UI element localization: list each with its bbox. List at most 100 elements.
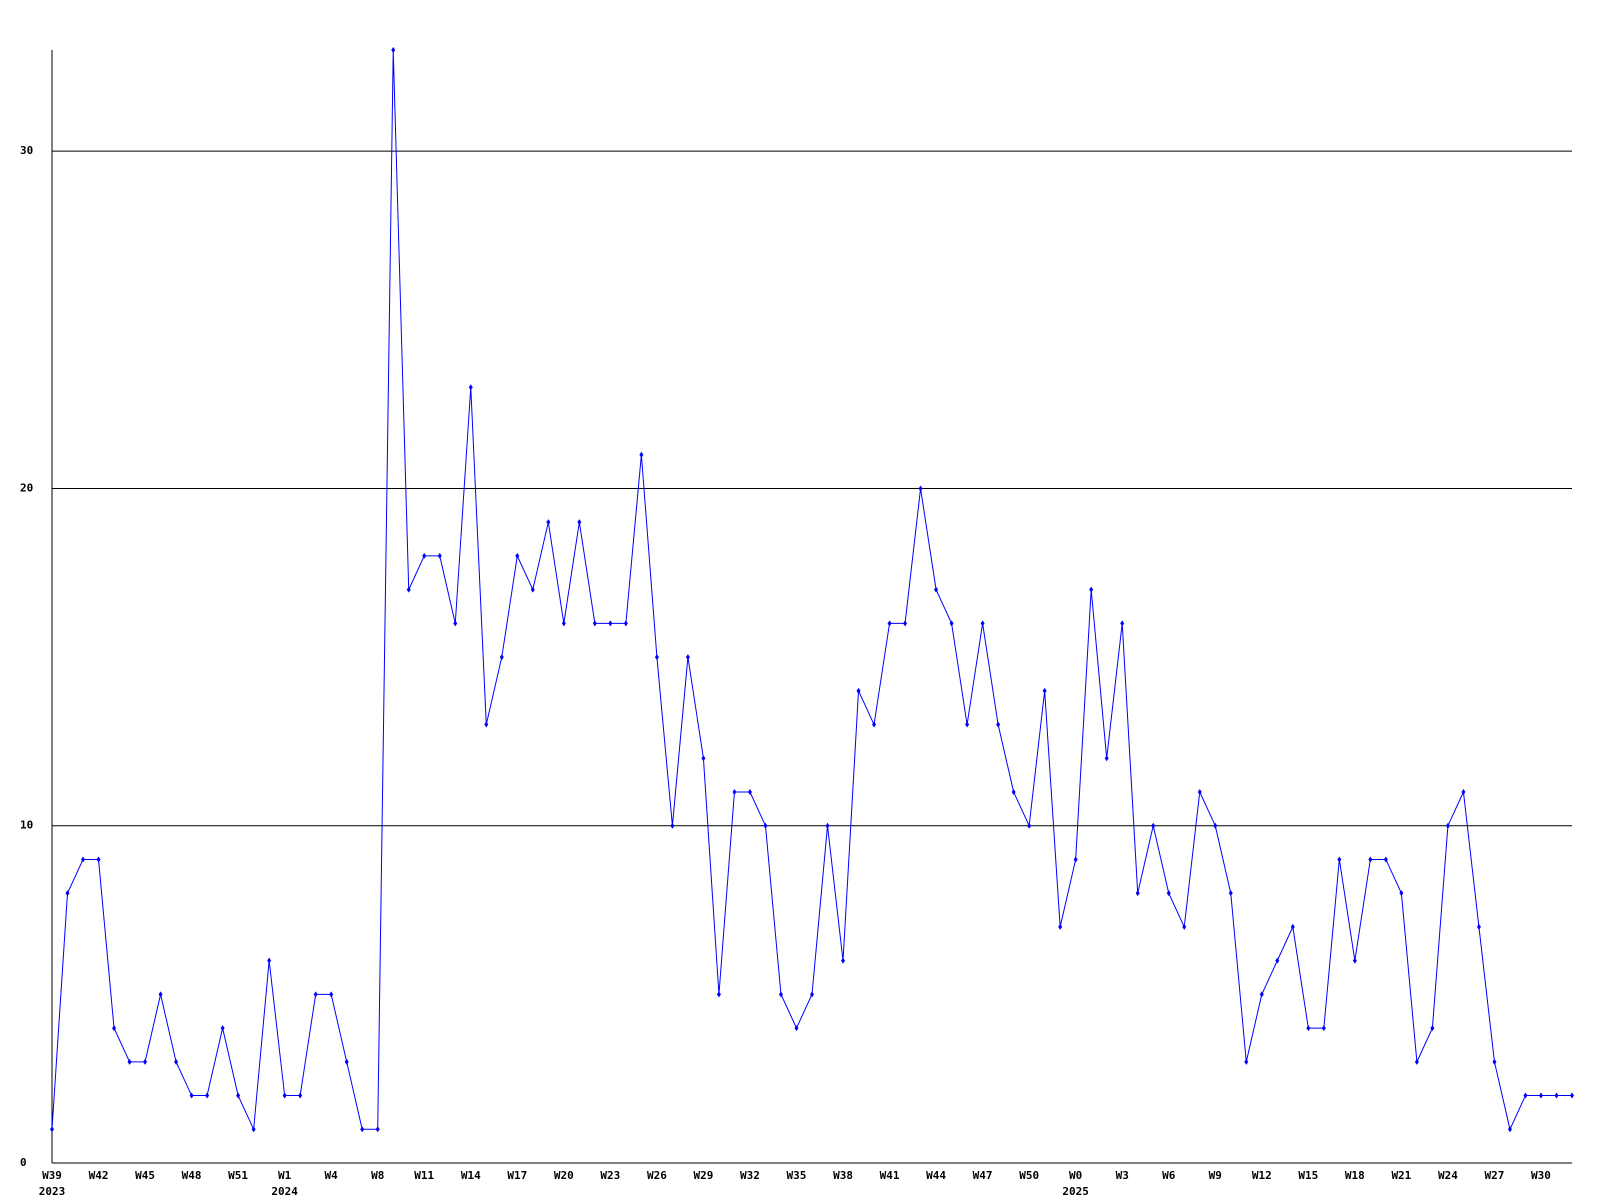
x-tick-label: W44 xyxy=(926,1169,946,1182)
data-point xyxy=(701,755,706,762)
x-tick-label: W45 xyxy=(135,1169,155,1182)
data-point xyxy=(1368,856,1373,863)
data-point xyxy=(856,687,861,694)
data-point xyxy=(437,552,442,559)
data-point xyxy=(329,991,334,998)
x-tick-label: W35 xyxy=(787,1169,807,1182)
data-point xyxy=(251,1126,256,1133)
data-point xyxy=(298,1092,303,1099)
data-point xyxy=(810,991,814,998)
data-point xyxy=(1383,856,1388,863)
data-point xyxy=(112,1025,117,1032)
x-tick-label: W1 xyxy=(278,1169,292,1182)
data-point xyxy=(623,620,628,627)
x-tick-label: W15 xyxy=(1298,1169,1318,1182)
data-point xyxy=(732,789,737,795)
data-point xyxy=(1244,1058,1249,1065)
data-point xyxy=(1197,789,1202,795)
data-point xyxy=(530,586,535,593)
data-point xyxy=(81,856,86,863)
x-tick-label: W42 xyxy=(89,1169,109,1182)
data-line xyxy=(51,49,1572,1132)
y-tick-label: 30 xyxy=(20,144,33,157)
data-point xyxy=(236,1092,241,1099)
data-point xyxy=(794,1025,799,1032)
data-point xyxy=(1570,1092,1574,1099)
data-point xyxy=(1337,856,1342,863)
data-point xyxy=(313,991,318,998)
data-point xyxy=(1476,923,1481,930)
x-tick-label: W51 xyxy=(228,1169,248,1182)
data-point xyxy=(592,620,597,627)
data-point xyxy=(1538,1092,1543,1099)
data-point xyxy=(65,890,70,897)
x-tick-label: W14 xyxy=(461,1169,481,1182)
x-tick-label: W8 xyxy=(371,1169,384,1182)
data-point xyxy=(716,991,721,998)
data-point xyxy=(996,721,1001,728)
x-tick-label: W9 xyxy=(1209,1169,1222,1182)
x-tick-label: W23 xyxy=(600,1169,620,1182)
x-tick-label: W39 xyxy=(42,1169,62,1182)
data-point xyxy=(825,822,830,829)
y-tick-label: 20 xyxy=(20,481,33,494)
x-tick-label: W17 xyxy=(507,1169,527,1182)
data-point xyxy=(1321,1025,1326,1032)
data-point xyxy=(1306,1025,1311,1032)
data-point xyxy=(96,856,101,863)
data-point xyxy=(1166,890,1171,897)
data-point xyxy=(360,1126,365,1133)
data-point xyxy=(1290,923,1295,930)
data-point xyxy=(1414,1058,1419,1065)
data-point xyxy=(127,1058,132,1065)
data-point xyxy=(205,1092,210,1099)
data-point xyxy=(965,721,970,728)
x-tick-label: W32 xyxy=(740,1169,760,1182)
y-tick-label: 10 xyxy=(20,819,33,832)
data-point xyxy=(1182,923,1187,930)
data-point xyxy=(980,620,985,627)
x-tick-label: W50 xyxy=(1019,1169,1039,1182)
data-point xyxy=(639,451,644,458)
x-tick-label: W0 xyxy=(1069,1169,1082,1182)
data-point xyxy=(515,552,520,559)
data-point xyxy=(391,47,396,53)
x-tick-label: W27 xyxy=(1485,1169,1505,1182)
x-tick-label: W11 xyxy=(414,1169,434,1182)
y-tick-label: 0 xyxy=(20,1156,27,1169)
data-point xyxy=(1120,620,1125,627)
x-tick-label: W18 xyxy=(1345,1169,1365,1182)
data-point xyxy=(143,1058,148,1065)
x-year-label: 2025 xyxy=(1062,1185,1089,1198)
data-point xyxy=(685,654,690,661)
data-point xyxy=(1259,991,1264,998)
data-point xyxy=(763,822,768,829)
data-point xyxy=(158,991,163,998)
data-point xyxy=(1042,687,1047,694)
data-point xyxy=(949,620,954,627)
data-point xyxy=(1135,890,1140,897)
data-point xyxy=(918,485,923,492)
data-point xyxy=(1275,957,1280,964)
data-point xyxy=(841,957,846,964)
x-tick-label: W41 xyxy=(880,1169,900,1182)
x-tick-label: W3 xyxy=(1116,1169,1129,1182)
data-point xyxy=(577,519,582,526)
data-point xyxy=(468,384,473,391)
x-tick-label: W21 xyxy=(1391,1169,1411,1182)
data-point xyxy=(174,1058,179,1065)
data-point xyxy=(872,721,877,728)
data-point xyxy=(50,1126,54,1133)
data-point xyxy=(670,822,675,829)
data-point xyxy=(903,620,908,627)
x-tick-label: W38 xyxy=(833,1169,853,1182)
data-point xyxy=(654,654,659,661)
data-point xyxy=(1461,789,1466,795)
data-point xyxy=(1104,755,1109,762)
x-tick-label: W24 xyxy=(1438,1169,1458,1182)
data-point xyxy=(1352,957,1357,964)
data-point xyxy=(887,620,892,627)
x-year-label: 2023 xyxy=(39,1185,66,1198)
